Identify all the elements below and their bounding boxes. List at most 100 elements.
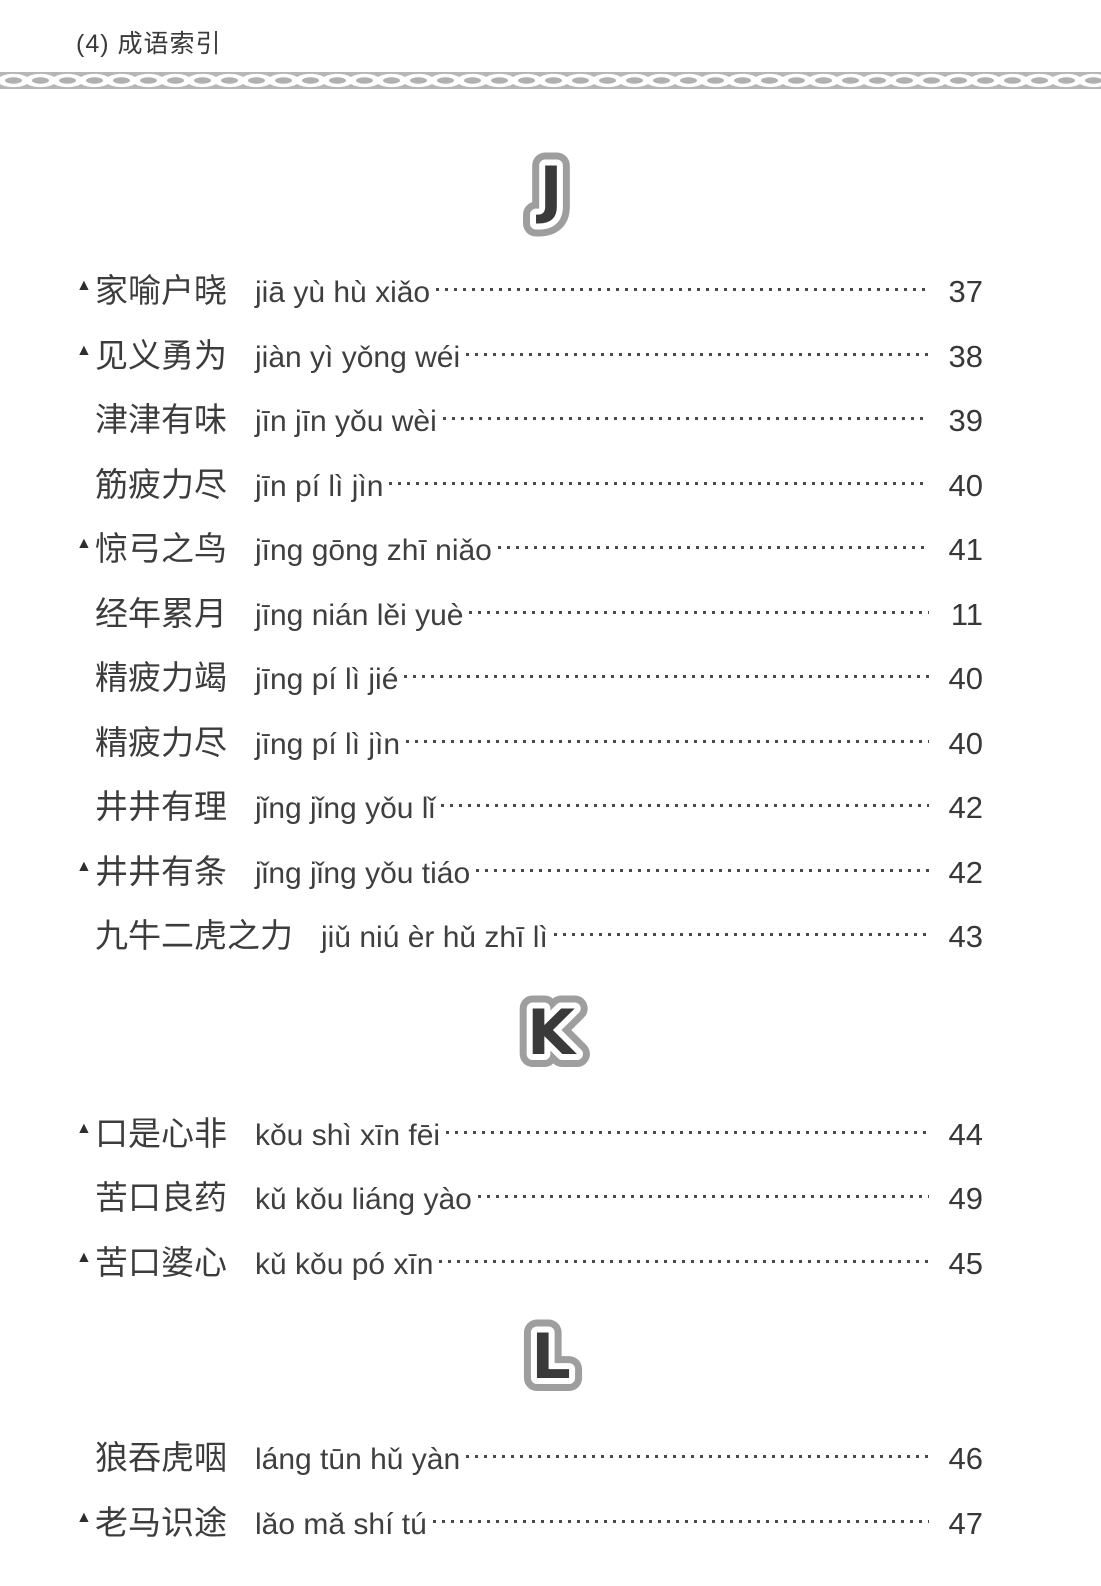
entry-idiom: 井井有理 bbox=[95, 788, 227, 825]
svg-text:J: J bbox=[535, 153, 562, 226]
section-letter-j: J J J bbox=[0, 139, 1101, 244]
triangle-marker-icon: ▲ bbox=[76, 535, 92, 552]
entry-page-number: 38 bbox=[948, 338, 983, 374]
entry-page-number: 40 bbox=[948, 661, 983, 696]
entry-page-number: 44 bbox=[948, 1116, 983, 1152]
triangle-marker-icon: ▲ bbox=[76, 277, 92, 294]
entry-pinyin: kǒu shì xīn fēi bbox=[255, 1118, 441, 1152]
entry-idiom: 九牛二虎之力 bbox=[95, 917, 293, 954]
index-entry: 狼吞虎咽 láng tūn hǔ yàn 46 bbox=[76, 1423, 983, 1488]
index-entry: ▲ 井井有条 jǐng jǐng yǒu tiáo 42 bbox=[76, 837, 983, 902]
svg-text:K: K bbox=[526, 996, 576, 1069]
dot-leader bbox=[477, 1195, 929, 1198]
dot-leader bbox=[442, 417, 929, 420]
index-entry: ▲ 苦口婆心 kǔ kǒu pó xīn 45 bbox=[76, 1228, 983, 1293]
entry-idiom: 筋疲力尽 bbox=[95, 465, 227, 503]
entry-idiom: 惊弓之鸟 bbox=[95, 530, 227, 567]
entry-page-number: 11 bbox=[950, 596, 983, 632]
entry-idiom: 经年累月 bbox=[95, 594, 227, 632]
index-entry: 井井有理 jǐng jǐng yǒu lǐ 42 bbox=[76, 772, 983, 837]
entry-pinyin: jiā yù hù xiǎo bbox=[255, 276, 431, 309]
index-entry: ▲ 老马识途 lǎo mǎ shí tú 47 bbox=[76, 1488, 983, 1553]
entry-pinyin: jīng pí lì jìn bbox=[255, 727, 401, 761]
entry-idiom: 见义勇为 bbox=[95, 336, 227, 374]
index-entry: ▲ 惊弓之鸟 jīng gōng zhī niǎo 41 bbox=[76, 514, 983, 579]
entry-page-number: 40 bbox=[948, 467, 983, 503]
entry-page-number: 39 bbox=[948, 403, 983, 438]
entry-pinyin: kǔ kǒu pó xīn bbox=[255, 1247, 434, 1281]
svg-text:L: L bbox=[531, 1320, 571, 1393]
triangle-marker-icon: ▲ bbox=[76, 1119, 92, 1137]
index-entry: ▲ 口是心非 kǒu shì xīn fēi 44 bbox=[76, 1099, 983, 1164]
entry-page-number: 49 bbox=[948, 1181, 983, 1216]
dot-leader bbox=[406, 739, 929, 743]
entry-page-number: 46 bbox=[948, 1441, 983, 1476]
dot-leader bbox=[497, 546, 929, 549]
page-title: (4) 成语索引 bbox=[76, 30, 222, 58]
entry-pinyin: jiǔ niú èr hǔ zhī lì bbox=[321, 921, 548, 954]
section-j-entries: ▲ 家喻户晓 jiā yù hù xiǎo 37 ▲ 见义勇为 jiàn yì … bbox=[0, 256, 1101, 966]
triangle-marker-icon: ▲ bbox=[76, 1508, 92, 1526]
entry-idiom: 苦口良药 bbox=[95, 1179, 227, 1216]
entry-idiom: 苦口婆心 bbox=[95, 1243, 227, 1281]
index-entry: ▲ 见义勇为 jiàn yì yǒng wéi 38 bbox=[76, 321, 983, 386]
entry-pinyin: lǎo mǎ shí tú bbox=[255, 1507, 427, 1541]
section-letter-k: K K K bbox=[0, 982, 1101, 1087]
entry-page-number: 47 bbox=[948, 1505, 983, 1541]
entry-page-number: 40 bbox=[948, 725, 983, 761]
entry-idiom: 精疲力尽 bbox=[95, 723, 227, 761]
index-entry: ▲ 家喻户晓 jiā yù hù xiǎo 37 bbox=[76, 256, 983, 321]
section-l-entries: 狼吞虎咽 láng tūn hǔ yàn 46 ▲ 老马识途 lǎo mǎ sh… bbox=[0, 1423, 1101, 1552]
entry-pinyin: jīn jīn yǒu wèi bbox=[255, 405, 437, 438]
dot-leader bbox=[441, 804, 929, 807]
dot-leader bbox=[404, 675, 929, 678]
dot-leader bbox=[476, 868, 929, 872]
dot-leader bbox=[439, 1259, 929, 1263]
index-entry: 经年累月 jīng nián lěi yuè 11 bbox=[76, 579, 983, 644]
entry-idiom: 井井有条 bbox=[95, 852, 227, 890]
entry-page-number: 43 bbox=[948, 919, 983, 954]
entry-idiom: 家喻户晓 bbox=[95, 272, 227, 309]
dot-leader bbox=[436, 288, 929, 291]
dot-leader bbox=[466, 1455, 929, 1458]
chain-border-decoration bbox=[0, 72, 1101, 89]
entry-page-number: 45 bbox=[948, 1245, 983, 1281]
entry-idiom: 精疲力竭 bbox=[95, 659, 227, 696]
dot-leader bbox=[553, 933, 929, 936]
section-k-entries: ▲ 口是心非 kǒu shì xīn fēi 44 苦口良药 kǔ kǒu li… bbox=[0, 1099, 1101, 1293]
entry-pinyin: láng tūn hǔ yàn bbox=[255, 1443, 461, 1476]
svg-text:K: K bbox=[526, 996, 576, 1069]
dot-leader bbox=[466, 352, 929, 356]
section-letter-l: L L L bbox=[0, 1306, 1101, 1411]
dot-leader bbox=[469, 610, 929, 614]
entry-idiom: 津津有味 bbox=[95, 401, 227, 438]
triangle-marker-icon: ▲ bbox=[76, 857, 92, 875]
entry-page-number: 42 bbox=[948, 790, 983, 825]
entry-pinyin: kǔ kǒu liáng yào bbox=[255, 1183, 472, 1216]
index-entry: 津津有味 jīn jīn yǒu wèi 39 bbox=[76, 385, 983, 450]
index-entry: 筋疲力尽 jīn pí lì jìn 40 bbox=[76, 450, 983, 515]
entry-pinyin: jīng pí lì jié bbox=[255, 663, 399, 696]
entry-idiom: 老马识途 bbox=[95, 1503, 227, 1541]
index-entry: 精疲力竭 jīng pí lì jié 40 bbox=[76, 643, 983, 708]
index-entry: 精疲力尽 jīng pí lì jìn 40 bbox=[76, 708, 983, 773]
triangle-marker-icon: ▲ bbox=[76, 1248, 92, 1266]
entry-idiom: 狼吞虎咽 bbox=[95, 1439, 227, 1476]
entry-page-number: 41 bbox=[948, 532, 983, 567]
entry-page-number: 42 bbox=[948, 854, 983, 890]
entry-page-number: 37 bbox=[948, 274, 983, 309]
entry-pinyin: jīng nián lěi yuè bbox=[255, 598, 464, 632]
dot-leader bbox=[446, 1130, 929, 1134]
entry-pinyin: jīn pí lì jìn bbox=[255, 469, 384, 503]
entry-idiom: 口是心非 bbox=[95, 1114, 227, 1152]
entry-pinyin: jīng gōng zhī niǎo bbox=[255, 534, 492, 567]
dot-leader bbox=[389, 481, 929, 485]
entry-pinyin: jiàn yì yǒng wéi bbox=[255, 340, 461, 374]
index-entry: 苦口良药 kǔ kǒu liáng yào 49 bbox=[76, 1163, 983, 1228]
entry-pinyin: jǐng jǐng yǒu tiáo bbox=[255, 856, 471, 890]
triangle-marker-icon: ▲ bbox=[76, 341, 92, 359]
entry-pinyin: jǐng jǐng yǒu lǐ bbox=[255, 792, 436, 825]
dot-leader bbox=[432, 1519, 929, 1523]
index-entry: 九牛二虎之力 jiǔ niú èr hǔ zhī lì 43 bbox=[76, 901, 983, 966]
